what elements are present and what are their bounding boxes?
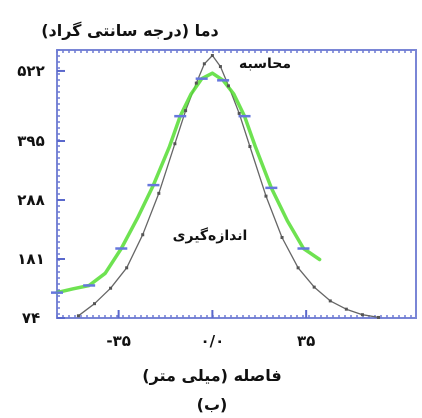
calculated-point — [157, 191, 161, 195]
axis-ticks — [56, 49, 412, 319]
calculated-point — [280, 235, 284, 239]
series-markers — [51, 54, 380, 319]
y-axis-title: دما (درجه سانتی گراد) — [41, 21, 219, 40]
y-tick-labels: ۷۴ ۱۸۱ ۲۸۸ ۳۹۵ ۵۲۲ — [17, 62, 44, 327]
calculated-point — [184, 109, 188, 113]
calculated-point — [109, 286, 113, 290]
y-tick-label: ۳۹۵ — [17, 132, 44, 150]
measured-line — [55, 71, 322, 295]
figure-caption: (ب) — [197, 395, 228, 414]
plot-area — [56, 49, 417, 319]
calculated-point — [210, 54, 214, 58]
series-label-measured: اندازه‌گیری — [173, 227, 248, 244]
y-tick-label: ۲۸۸ — [17, 191, 44, 209]
x-axis-title: فاصله (میلی متر) — [142, 366, 282, 385]
calculated-point — [237, 111, 241, 115]
calculated-point — [194, 81, 198, 85]
calculated-point — [376, 315, 380, 319]
series-label-calculated: محاسبه — [239, 56, 291, 72]
calculated-point — [328, 299, 332, 303]
plot-frame — [56, 49, 417, 319]
calculated-point — [141, 233, 145, 237]
calculated-point — [173, 142, 177, 146]
calculated-point — [264, 194, 268, 198]
calculated-point — [218, 65, 222, 69]
calculated-point — [202, 62, 206, 66]
calculated-point — [296, 266, 300, 270]
y-tick-label: ۷۴ — [22, 309, 40, 327]
calculated-point — [76, 314, 80, 318]
x-tick-label: ۳۵ — [297, 332, 315, 350]
y-tick-label: ۱۸۱ — [17, 250, 44, 268]
calculated-point — [312, 285, 316, 289]
calculated-point — [93, 302, 97, 306]
x-tick-labels: -۳۵ ۰/۰ ۳۵ — [106, 332, 315, 350]
calculated-point — [344, 307, 348, 311]
calculated-point — [125, 266, 129, 270]
calculated-point — [226, 84, 230, 88]
x-tick-label: -۳۵ — [106, 332, 131, 350]
calculated-point — [248, 145, 252, 149]
calculated-point — [360, 313, 364, 317]
y-tick-label: ۵۲۲ — [17, 62, 44, 80]
x-tick-label: ۰/۰ — [200, 332, 224, 350]
